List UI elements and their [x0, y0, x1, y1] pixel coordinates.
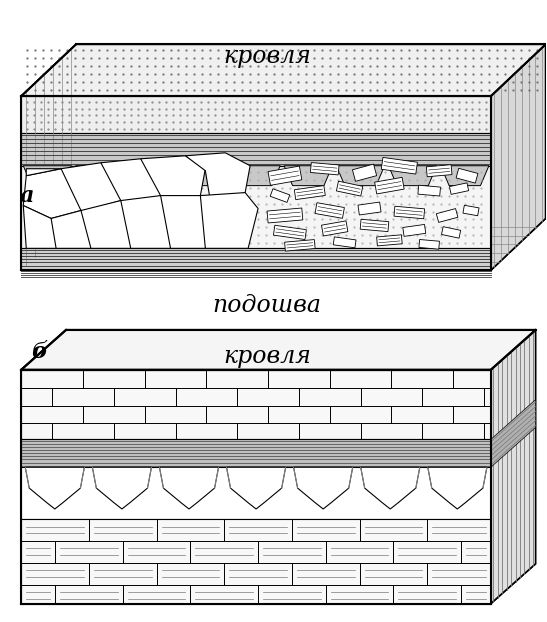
Polygon shape — [232, 165, 280, 185]
Polygon shape — [294, 467, 353, 509]
Polygon shape — [21, 330, 66, 603]
Polygon shape — [21, 330, 536, 369]
Polygon shape — [21, 369, 491, 439]
Polygon shape — [426, 165, 452, 177]
Polygon shape — [437, 208, 458, 223]
Polygon shape — [24, 205, 71, 248]
Polygon shape — [274, 225, 306, 239]
Text: б: б — [31, 341, 48, 363]
Polygon shape — [267, 208, 303, 223]
Polygon shape — [92, 467, 152, 509]
Polygon shape — [441, 226, 461, 238]
Polygon shape — [394, 207, 424, 219]
Polygon shape — [491, 399, 536, 467]
Polygon shape — [141, 156, 205, 200]
Polygon shape — [21, 467, 491, 519]
Polygon shape — [388, 165, 437, 185]
Polygon shape — [21, 44, 545, 96]
Polygon shape — [358, 202, 381, 215]
Text: кровля: кровля — [223, 345, 311, 368]
Polygon shape — [360, 220, 389, 231]
Polygon shape — [403, 225, 426, 236]
Polygon shape — [21, 519, 491, 603]
Polygon shape — [21, 248, 491, 270]
Polygon shape — [21, 439, 491, 467]
Polygon shape — [294, 185, 325, 200]
Polygon shape — [428, 467, 487, 509]
Polygon shape — [375, 177, 404, 194]
Polygon shape — [491, 44, 545, 270]
Polygon shape — [268, 166, 302, 185]
Polygon shape — [381, 157, 417, 174]
Polygon shape — [200, 193, 258, 248]
Polygon shape — [456, 169, 478, 183]
Polygon shape — [270, 189, 290, 202]
Polygon shape — [159, 467, 219, 509]
Polygon shape — [21, 96, 491, 133]
Polygon shape — [21, 133, 491, 165]
Polygon shape — [180, 165, 228, 185]
Polygon shape — [450, 183, 469, 195]
Polygon shape — [26, 169, 61, 175]
Polygon shape — [21, 564, 536, 603]
Polygon shape — [226, 467, 286, 509]
Polygon shape — [360, 467, 420, 509]
Polygon shape — [21, 218, 545, 270]
Polygon shape — [75, 165, 124, 185]
Polygon shape — [61, 163, 126, 210]
Polygon shape — [21, 44, 76, 270]
Polygon shape — [419, 239, 439, 249]
Polygon shape — [311, 162, 339, 175]
Polygon shape — [21, 165, 491, 248]
Polygon shape — [315, 203, 345, 218]
Polygon shape — [81, 200, 141, 248]
Polygon shape — [336, 181, 363, 196]
Polygon shape — [284, 165, 333, 185]
Polygon shape — [161, 195, 216, 248]
Polygon shape — [24, 169, 86, 218]
Polygon shape — [322, 221, 348, 236]
Polygon shape — [418, 185, 440, 196]
Polygon shape — [377, 235, 402, 246]
Polygon shape — [101, 159, 166, 205]
Polygon shape — [51, 210, 101, 248]
Polygon shape — [491, 330, 536, 603]
Polygon shape — [441, 165, 489, 185]
Polygon shape — [121, 195, 178, 248]
Polygon shape — [333, 237, 356, 248]
Text: а: а — [19, 185, 34, 207]
Polygon shape — [185, 153, 250, 200]
Polygon shape — [336, 165, 385, 185]
Polygon shape — [463, 205, 479, 216]
Polygon shape — [352, 164, 377, 181]
Polygon shape — [24, 165, 72, 185]
Polygon shape — [284, 239, 315, 251]
Text: кровля: кровля — [223, 45, 311, 68]
Polygon shape — [25, 467, 84, 509]
Polygon shape — [127, 165, 176, 185]
Text: подошва: подошва — [213, 294, 322, 317]
